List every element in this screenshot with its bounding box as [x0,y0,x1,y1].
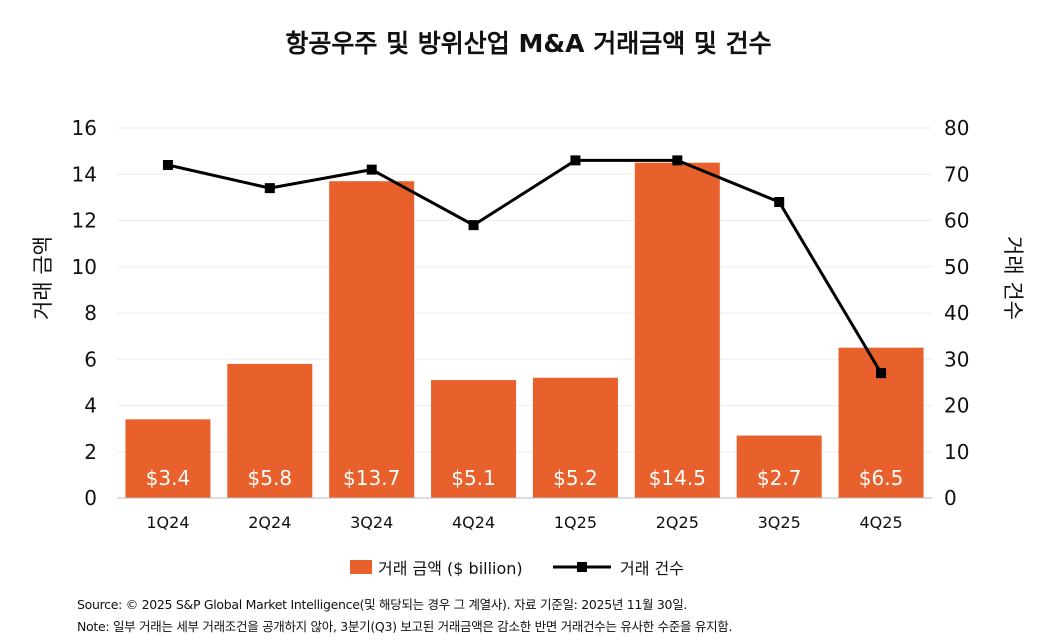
line-series [167,158,883,374]
left-tick-label: 16 [72,116,97,140]
right-tick-label: 20 [944,394,969,418]
legend-line-marker [577,562,587,572]
source-note: Source: © 2025 S&P Global Market Intelli… [77,597,688,612]
bar [227,363,313,498]
bar-data-label: $2.7 [757,466,802,490]
bar [736,435,822,498]
bar [431,380,517,498]
bar-data-label: $6.5 [859,466,904,490]
legend-bar-swatch [350,560,372,574]
left-tick-label: 8 [84,301,97,325]
line-marker [570,155,581,166]
x-tick-label: 4Q25 [859,513,902,532]
legend-bar-label: 거래 금액 ($ billion) [378,559,523,578]
left-tick-label: 10 [72,255,97,279]
bar-data-label: $3.4 [146,466,191,490]
x-tick-label: 2Q25 [656,513,699,532]
right-tick-label: 80 [944,116,969,140]
line-marker [876,368,887,379]
bar-data-label: $5.2 [553,466,598,490]
bar-data-label: $14.5 [649,466,706,490]
left-tick-label: 0 [84,486,97,510]
line-marker [672,155,683,166]
left-tick-label: 12 [72,209,97,233]
bar-data-label: $5.8 [248,466,293,490]
left-tick-label: 2 [84,440,97,464]
right-tick-label: 0 [944,486,957,510]
footnote: Note: 일부 거래는 세부 거래조건을 공개하지 않아, 3분기(Q3) 보… [77,619,733,634]
right-axis-title: 거래 건수 [1001,236,1025,320]
x-tick-label: 1Q24 [146,513,189,532]
x-tick-label: 3Q24 [350,513,393,532]
left-tick-label: 14 [72,162,97,186]
bar [329,181,415,498]
line-marker [264,183,275,194]
right-tick-label: 70 [944,162,969,186]
bar [125,419,211,498]
left-tick-label: 6 [84,347,97,371]
bar [634,162,720,498]
left-axis-title: 거래 금액 [31,236,55,320]
line-marker [468,220,479,231]
right-tick-label: 40 [944,301,969,325]
chart-title: 항공우주 및 방위산업 M&A 거래금액 및 건수 [285,29,772,58]
legend-line-label: 거래 건수 [620,559,684,578]
x-tick-label: 4Q24 [452,513,495,532]
x-tick-label: 2Q24 [248,513,291,532]
right-tick-label: 50 [944,255,969,279]
line-marker [774,197,785,207]
line-marker [162,160,173,170]
x-tick-label: 1Q25 [554,513,597,532]
bar-data-label: $5.1 [451,466,496,490]
line-marker [366,164,377,175]
bar-data-label: $13.7 [343,466,400,490]
bar [532,377,618,498]
left-tick-label: 4 [84,394,97,418]
right-tick-label: 10 [944,440,969,464]
right-tick-label: 30 [944,347,969,371]
x-tick-label: 3Q25 [758,513,801,532]
right-tick-label: 60 [944,209,969,233]
